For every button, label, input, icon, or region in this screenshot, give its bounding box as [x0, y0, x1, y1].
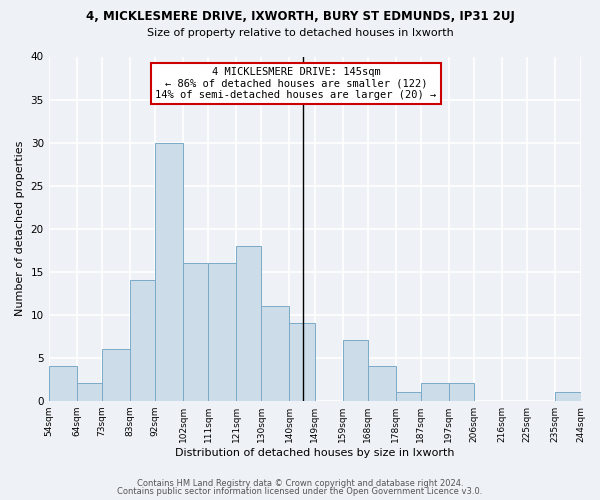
Text: Size of property relative to detached houses in Ixworth: Size of property relative to detached ho…: [146, 28, 454, 38]
Bar: [421, 384, 449, 400]
Bar: [236, 246, 262, 400]
X-axis label: Distribution of detached houses by size in Ixworth: Distribution of detached houses by size …: [175, 448, 454, 458]
Bar: [396, 392, 421, 400]
Bar: [449, 384, 474, 400]
Bar: [183, 263, 208, 400]
Bar: [289, 324, 314, 400]
Text: Contains public sector information licensed under the Open Government Licence v3: Contains public sector information licen…: [118, 487, 482, 496]
Text: Contains HM Land Registry data © Crown copyright and database right 2024.: Contains HM Land Registry data © Crown c…: [137, 478, 463, 488]
Bar: [102, 349, 130, 401]
Text: 4, MICKLESMERE DRIVE, IXWORTH, BURY ST EDMUNDS, IP31 2UJ: 4, MICKLESMERE DRIVE, IXWORTH, BURY ST E…: [86, 10, 514, 23]
Bar: [208, 263, 236, 400]
Bar: [155, 142, 183, 400]
Bar: [77, 384, 102, 400]
Text: 4 MICKLESMERE DRIVE: 145sqm
← 86% of detached houses are smaller (122)
14% of se: 4 MICKLESMERE DRIVE: 145sqm ← 86% of det…: [155, 67, 437, 100]
Bar: [49, 366, 77, 400]
Bar: [556, 392, 581, 400]
Bar: [368, 366, 396, 400]
Bar: [262, 306, 289, 400]
Y-axis label: Number of detached properties: Number of detached properties: [15, 141, 25, 316]
Bar: [343, 340, 368, 400]
Bar: [130, 280, 155, 400]
